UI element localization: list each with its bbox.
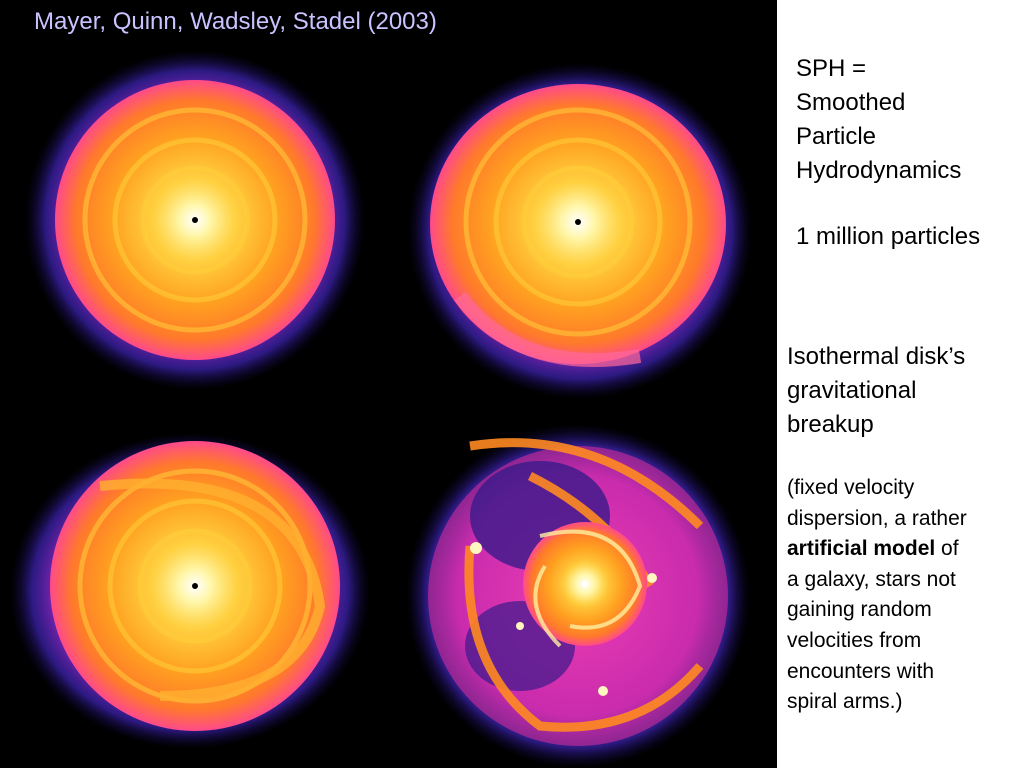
note-bold-phrase: artificial model: [787, 537, 936, 561]
breakup-line-3: breakup: [787, 411, 874, 438]
disk-panel-1: [25, 50, 365, 390]
sph-line-3: Particle: [796, 123, 877, 150]
note-line-7: encounters with: [787, 659, 935, 683]
note-line-2: dispersion, a rather: [787, 506, 967, 530]
particle-count: 1 million particles: [796, 223, 981, 250]
disk-simulation-panels: [10, 50, 752, 768]
sph-line-4: Hydrodynamics: [796, 157, 962, 184]
sph-definition: SPH = Smoothed Particle Hydrodynamics: [796, 52, 1024, 188]
breakup-line-1: Isothermal disk’s: [787, 343, 966, 370]
note-line-4: a galaxy, stars not: [787, 567, 956, 591]
note-line-1: (fixed velocity: [787, 476, 915, 499]
model-note: (fixed velocity dispersion, a rather art…: [787, 473, 1022, 718]
simulation-figure: [0, 46, 777, 768]
breakup-line-2: gravitational: [787, 377, 917, 404]
note-line-5: gaining random: [787, 598, 932, 622]
slide-title: Mayer, Quinn, Wadsley, Stadel (2003): [34, 8, 437, 35]
disk-panel-2: [408, 63, 752, 399]
note-line-8: spiral arms.): [787, 690, 903, 714]
sph-line-1: SPH =: [796, 55, 867, 82]
disk-panel-4: [406, 424, 750, 768]
note-line-6: velocities from: [787, 628, 922, 652]
note-line-3-rest: of: [935, 537, 959, 561]
breakup-heading: Isothermal disk’s gravitational breakup: [787, 340, 1024, 442]
disk-panel-3: [10, 433, 370, 749]
note-line-3: artificial model of: [787, 534, 1022, 565]
sph-line-2: Smoothed: [796, 89, 906, 116]
title-bar: Mayer, Quinn, Wadsley, Stadel (2003): [0, 0, 777, 46]
